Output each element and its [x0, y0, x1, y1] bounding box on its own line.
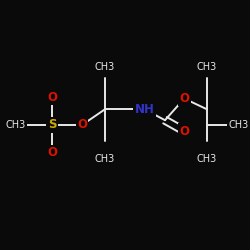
- Text: O: O: [47, 91, 57, 104]
- Text: O: O: [77, 118, 87, 132]
- Text: O: O: [179, 92, 189, 105]
- Text: CH3: CH3: [95, 62, 115, 72]
- Text: S: S: [48, 118, 56, 132]
- Text: CH3: CH3: [197, 154, 217, 164]
- Text: O: O: [47, 146, 57, 159]
- Text: CH3: CH3: [228, 120, 248, 130]
- Text: CH3: CH3: [95, 154, 115, 164]
- Text: CH3: CH3: [197, 62, 217, 72]
- Text: O: O: [179, 124, 189, 138]
- Text: CH3: CH3: [6, 120, 26, 130]
- Text: NH: NH: [134, 103, 154, 116]
